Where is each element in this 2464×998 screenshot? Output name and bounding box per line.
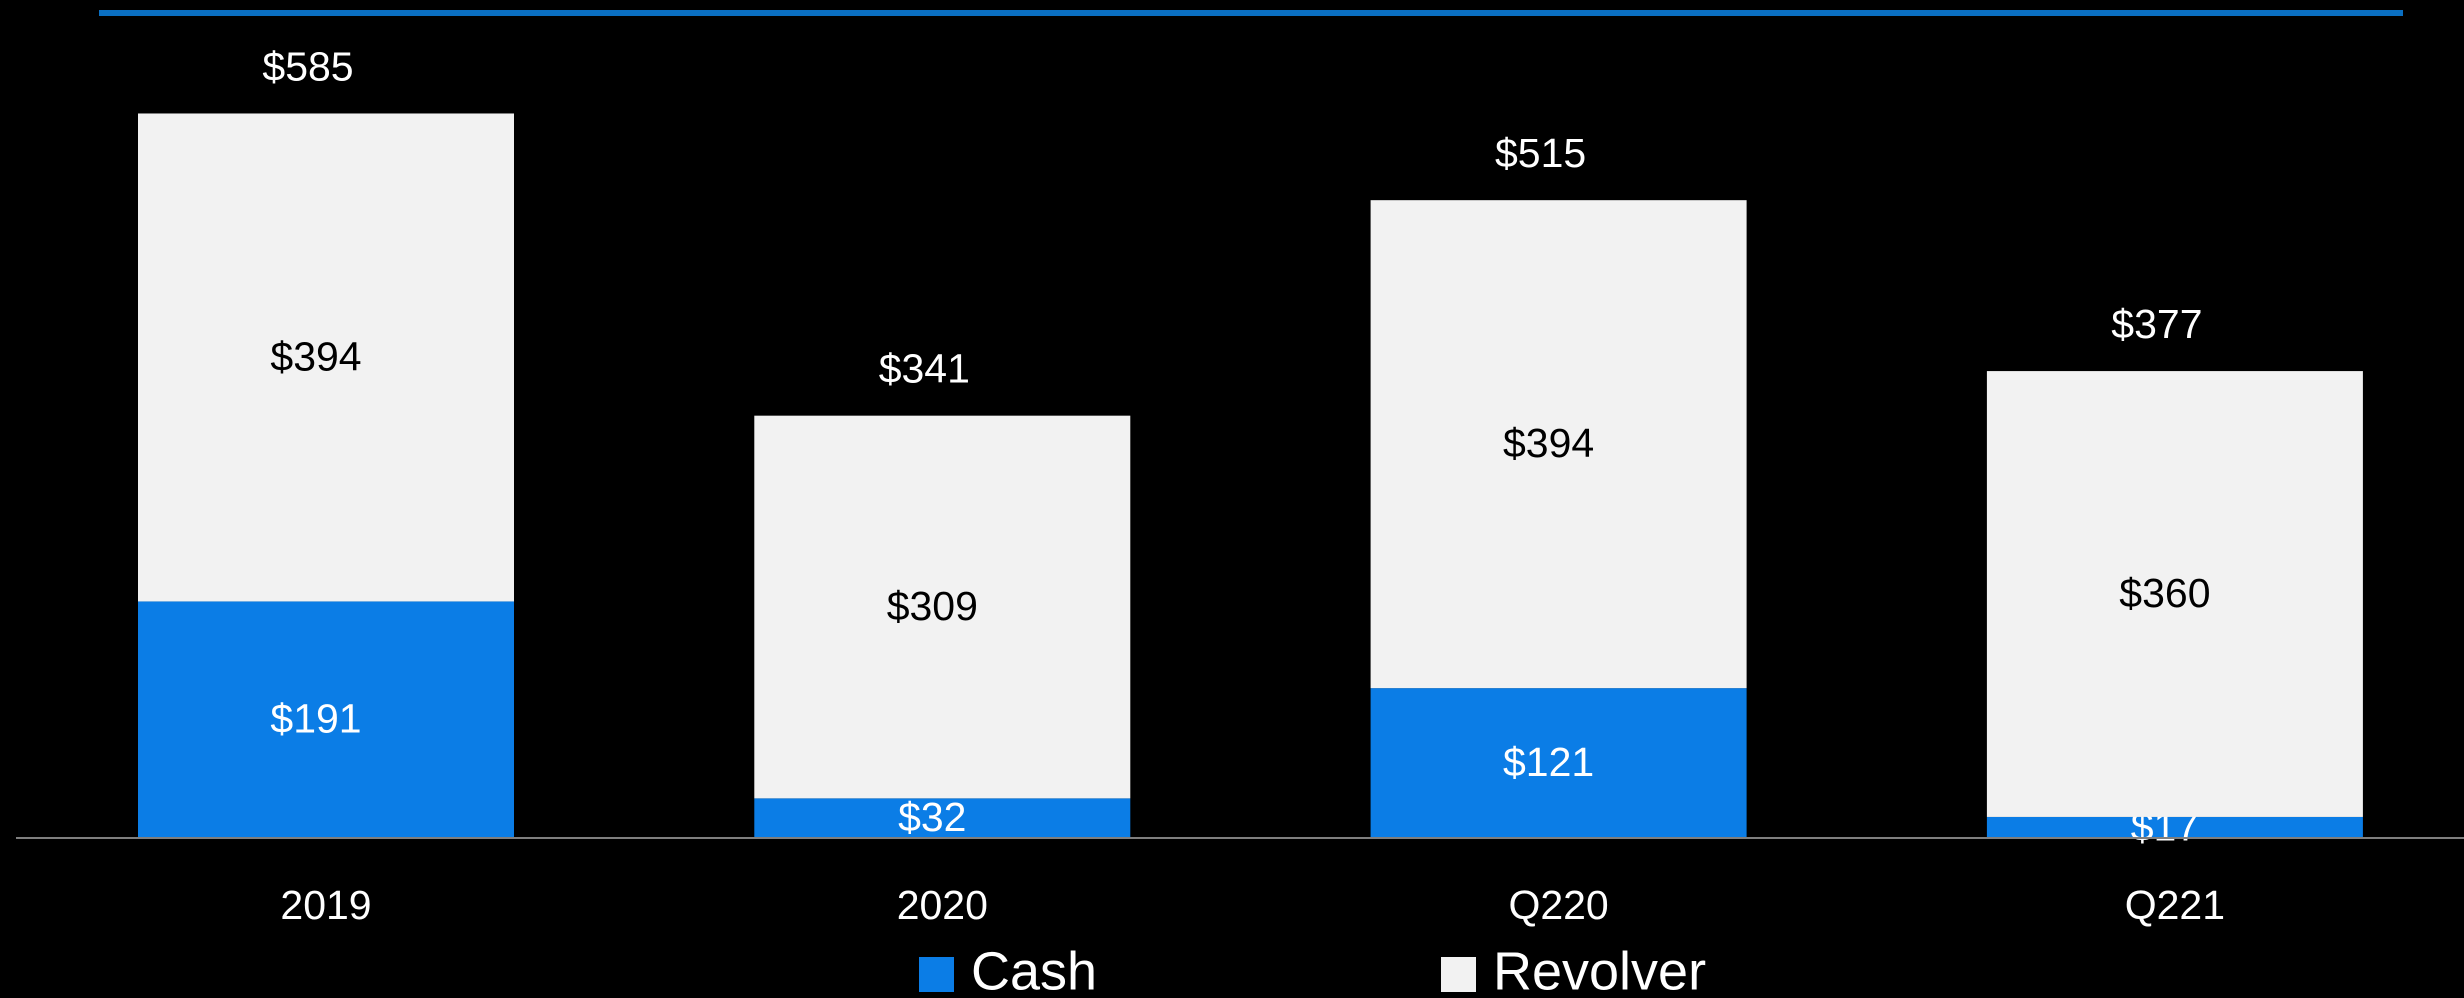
bar-segment xyxy=(1986,816,2363,838)
bar-segment xyxy=(754,798,1131,838)
legend-swatch xyxy=(1441,957,1476,992)
segment-label: $191 xyxy=(270,696,361,742)
bar-segment xyxy=(138,113,514,602)
bar-segment xyxy=(1370,200,1747,689)
bar-segment xyxy=(138,601,514,838)
bar-segment xyxy=(754,415,1131,799)
segment-label: $394 xyxy=(270,333,361,379)
total-label: $585 xyxy=(262,43,353,89)
x-tick-label: Q220 xyxy=(1508,882,1608,928)
bar-segment xyxy=(1370,688,1747,838)
x-tick-label: 2019 xyxy=(280,882,371,928)
total-label: $341 xyxy=(879,345,970,391)
x-tick-label: 2020 xyxy=(897,882,988,928)
segment-label: $32 xyxy=(898,794,966,840)
legend-label: Revolver xyxy=(1493,941,1706,998)
legend-label: Cash xyxy=(971,941,1097,998)
segment-label: $394 xyxy=(1503,420,1594,466)
segment-label: $360 xyxy=(2119,570,2210,616)
total-label: $515 xyxy=(1495,130,1586,176)
header-rule xyxy=(99,10,2403,16)
x-tick-label: Q221 xyxy=(2125,882,2225,928)
bar-segment xyxy=(1986,371,2363,817)
legend-swatch xyxy=(919,957,954,992)
total-label: $377 xyxy=(2111,301,2202,347)
segment-label: $121 xyxy=(1503,739,1594,785)
segment-label: $309 xyxy=(887,583,978,629)
